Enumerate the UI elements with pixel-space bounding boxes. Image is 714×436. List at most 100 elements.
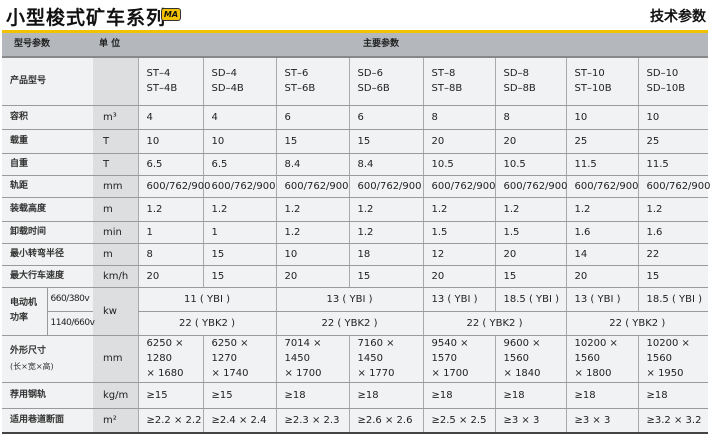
value-cell: ≥2.5 × 2.5: [422, 408, 496, 434]
value-cell: 600/762/900: [637, 175, 711, 198]
value-cell: 6.5: [137, 153, 204, 176]
section-title: 技术参数: [650, 9, 706, 25]
value-cell: 10200 × 1560 × 1800: [565, 335, 639, 383]
value-cell: 10.5: [422, 153, 496, 176]
row-label: 容积: [2, 105, 94, 130]
value-cell: 8: [422, 105, 496, 130]
unit-cell: kg/m: [93, 382, 139, 409]
value-cell: 10.5: [494, 153, 567, 176]
unit-cell: m³: [93, 105, 139, 130]
value-cell: 20: [137, 265, 204, 288]
value-cell: ≥2.4 × 2.4: [202, 408, 277, 434]
row-label: 卸载时间: [2, 221, 94, 244]
value-cell: ≥2.3 × 2.3: [275, 408, 350, 434]
value-cell: 1.2: [637, 197, 709, 222]
value-cell: ST–10 ST–10B: [565, 57, 639, 106]
table-row: 产品型号 ST–4 ST–4B SD–4 SD–4B ST–6 ST–6B SD–6 S…: [2, 57, 709, 106]
value-cell: 1.2: [422, 197, 496, 222]
row-label: 轨距: [2, 175, 94, 198]
value-cell: 15: [202, 243, 277, 266]
value-cell: 1.5: [422, 221, 496, 244]
value-cell: 1: [137, 221, 204, 244]
value-cell: 15: [637, 265, 709, 288]
value-cell: ≥3 × 3: [494, 408, 567, 434]
row-label: 自重: [2, 153, 94, 176]
unit-cell: T: [93, 129, 139, 154]
motor-power-cell: 11 ( YBI ): [137, 287, 277, 312]
value-cell: SD–8 SD–8B: [494, 57, 567, 106]
unit-cell: mm: [93, 335, 139, 383]
value-cell: 25: [565, 129, 639, 154]
value-cell: 6: [275, 105, 350, 130]
voltage-label: 660/380v: [46, 287, 94, 312]
value-cell: 20: [422, 265, 496, 288]
header-main: 主要参数: [138, 33, 709, 58]
value-cell: 20: [422, 129, 496, 154]
header-param: 型号参数: [2, 33, 94, 58]
table-row: 装载高度 m 1.2 1.2 1.2 1.2 1.2 1.2 1.2 1.2: [2, 197, 709, 222]
motor-row: 电动机 功率 660/380v kw 11 ( YBI ) 13 ( YBI ) 13 (…: [2, 287, 709, 336]
value-cell: 8: [494, 105, 567, 130]
value-cell: 8: [137, 243, 204, 266]
value-cell: 1.2: [494, 197, 567, 222]
table-row: 轨距 mm 600/762/900 600/762/900 600/762/900 600…: [2, 175, 711, 198]
motor-power-cell: 22 ( YBK2 ): [137, 311, 277, 336]
value-cell: 10: [137, 129, 204, 154]
unit-cell: [93, 57, 139, 106]
value-cell: 20: [275, 265, 350, 288]
value-cell: ST–8 ST–8B: [422, 57, 496, 106]
row-label: 外形尺寸 (长×宽×高): [2, 335, 94, 383]
value-cell: 10200 × 1560 × 1950: [637, 335, 709, 383]
value-cell: 600/762/900: [137, 175, 211, 198]
value-cell: 1.2: [348, 197, 424, 222]
table-row: 最小转弯半径 m 8 15 10 18 12 20 14 22: [2, 243, 709, 266]
value-cell: 1.2: [275, 221, 350, 244]
value-cell: ≥3 × 3: [565, 408, 639, 434]
value-cell: 20: [494, 129, 567, 154]
row-sublabel: (长×宽×高): [10, 361, 54, 371]
row-label-text: 外形尺寸: [10, 345, 47, 356]
table-row: 适用巷道断面 m² ≥2.2 × 2.2 ≥2.4 × 2.4 ≥2.3 × 2.3 ≥2…: [2, 408, 709, 434]
value-cell: 20: [565, 265, 639, 288]
row-label: 最小转弯半径: [2, 243, 94, 266]
unit-cell: m: [93, 197, 139, 222]
value-cell: 8.4: [275, 153, 350, 176]
value-cell: 9600 × 1560 × 1840: [494, 335, 567, 383]
value-cell: ≥18: [565, 382, 639, 409]
table-row: 最大行车速度 km/h 20 15 20 15 20 15 20 15: [2, 265, 709, 288]
value-cell: 11.5: [637, 153, 709, 176]
value-cell: 10: [565, 105, 639, 130]
value-cell: 20: [494, 243, 567, 266]
value-cell: 22: [637, 243, 709, 266]
unit-cell: T: [93, 153, 139, 176]
value-cell: 15: [275, 129, 350, 154]
table-row: 荐用钢轨 kg/m ≥15 ≥15 ≥18 ≥18 ≥18 ≥18 ≥18 ≥18: [2, 382, 709, 409]
motor-power-cell: 22 ( YBK2 ): [275, 311, 424, 336]
value-cell: 15: [348, 265, 424, 288]
ma-logo: MA: [161, 8, 181, 21]
unit-cell: mm: [93, 175, 139, 198]
value-cell: ≥18: [637, 382, 709, 409]
value-cell: 18: [348, 243, 424, 266]
value-cell: 1.5: [494, 221, 567, 244]
header-row: 型号参数 单 位 主要参数: [2, 33, 709, 58]
value-cell: 600/762/900: [275, 175, 350, 198]
table-row: 容积 m³ 4 4 6 6 8 8 10 10: [2, 105, 709, 130]
table-row: 载重 T 10 10 15 15 20 20 25 25: [2, 129, 709, 154]
value-cell: SD–4 SD–4B: [202, 57, 277, 106]
value-cell: 1.6: [637, 221, 709, 244]
motor-power-cell: 13 ( YBI ): [422, 287, 496, 312]
value-cell: 600/762/900: [348, 175, 424, 198]
table-row: 外形尺寸 (长×宽×高) mm 6250 × 1280 × 1680 6250 × 12…: [2, 335, 709, 383]
value-cell: ≥3.2 × 3.2: [637, 408, 709, 434]
value-cell: ≥18: [275, 382, 350, 409]
value-cell: 12: [422, 243, 496, 266]
value-cell: 14: [565, 243, 639, 266]
value-cell: 1: [202, 221, 277, 244]
value-cell: 6250 × 1270 × 1740: [202, 335, 277, 383]
value-cell: 1.2: [348, 221, 424, 244]
value-cell: 600/762/900: [494, 175, 568, 198]
unit-cell: m: [93, 243, 139, 266]
motor-row: 1140/660v 22 ( YBK2 ) 22 ( YBK2 ) 22 ( YBK2…: [2, 311, 709, 336]
value-cell: 8.4: [348, 153, 424, 176]
